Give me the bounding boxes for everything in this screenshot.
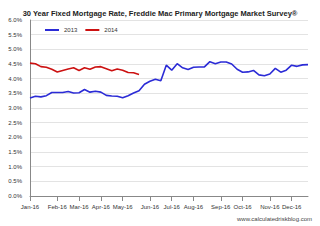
svg-text:Nov-16: Nov-16: [260, 204, 280, 210]
svg-text:4.5%: 4.5%: [8, 61, 22, 67]
svg-text:May-16: May-16: [113, 204, 134, 210]
svg-text:Apr-16: Apr-16: [92, 204, 111, 210]
svg-text:Dec-16: Dec-16: [282, 204, 302, 210]
svg-text:2014: 2014: [104, 27, 118, 33]
svg-text:5.5%: 5.5%: [8, 32, 22, 38]
svg-text:1.0%: 1.0%: [8, 164, 22, 170]
svg-text:Jan-16: Jan-16: [21, 204, 40, 210]
svg-text:4.0%: 4.0%: [8, 76, 22, 82]
svg-text:0.5%: 0.5%: [8, 178, 22, 184]
svg-text:0.0%: 0.0%: [8, 193, 22, 199]
svg-text:1.5%: 1.5%: [8, 149, 22, 155]
svg-text:Jun-16: Jun-16: [141, 204, 160, 210]
svg-text:2.0%: 2.0%: [8, 134, 22, 140]
svg-text:2.5%: 2.5%: [8, 120, 22, 126]
svg-text:6.0%: 6.0%: [8, 17, 22, 23]
svg-text:2013: 2013: [64, 27, 78, 33]
svg-text:3.5%: 3.5%: [8, 90, 22, 96]
svg-text:Oct-16: Oct-16: [234, 204, 253, 210]
svg-text:30 Year Fixed Mortgage Rate, F: 30 Year Fixed Mortgage Rate, Freddie Mac…: [23, 9, 298, 18]
svg-text:Jul-16: Jul-16: [164, 204, 181, 210]
svg-text:Sep-16: Sep-16: [211, 204, 231, 210]
svg-text:5.0%: 5.0%: [8, 46, 22, 52]
svg-text:Feb-16: Feb-16: [48, 204, 68, 210]
svg-text:www.calculatedriskblog.com: www.calculatedriskblog.com: [236, 216, 312, 222]
svg-text:3.0%: 3.0%: [8, 105, 22, 111]
svg-text:Mar-16: Mar-16: [70, 204, 90, 210]
svg-text:Aug-16: Aug-16: [184, 204, 204, 210]
